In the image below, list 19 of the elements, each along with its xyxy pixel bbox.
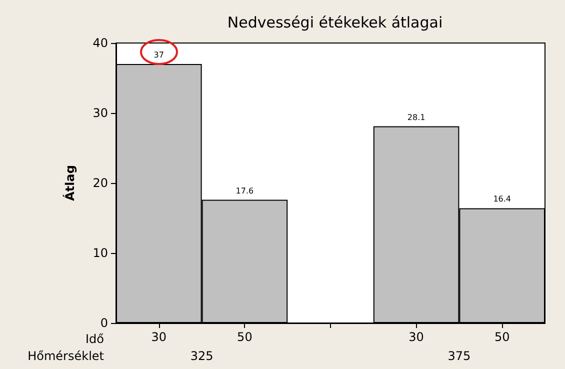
data-label: 16.4	[493, 194, 512, 204]
x-tick-label: 50	[237, 330, 252, 344]
text: Hőmérséklet	[28, 349, 104, 363]
y-axis-title: Átlag	[62, 165, 77, 201]
data-label: 17.6	[236, 186, 254, 196]
y-tick-label: 0	[100, 316, 108, 330]
text: 375	[448, 349, 471, 363]
x-tick-label: 30	[151, 330, 167, 344]
y-tick-label: 30	[92, 106, 108, 120]
data-label: 37	[154, 50, 164, 60]
data-label: 28.1	[407, 112, 426, 122]
text: 325	[190, 349, 214, 363]
text: Idő	[86, 332, 104, 346]
y-tick-label: 10	[92, 246, 108, 260]
chart-title: Nedvességi étékekek átlagai	[227, 14, 443, 32]
x-tick-label: 50	[494, 330, 510, 344]
y-tick-label: 20	[92, 176, 108, 190]
y-tick-label: 40	[92, 36, 108, 50]
x-tick-label: 30	[408, 330, 424, 344]
